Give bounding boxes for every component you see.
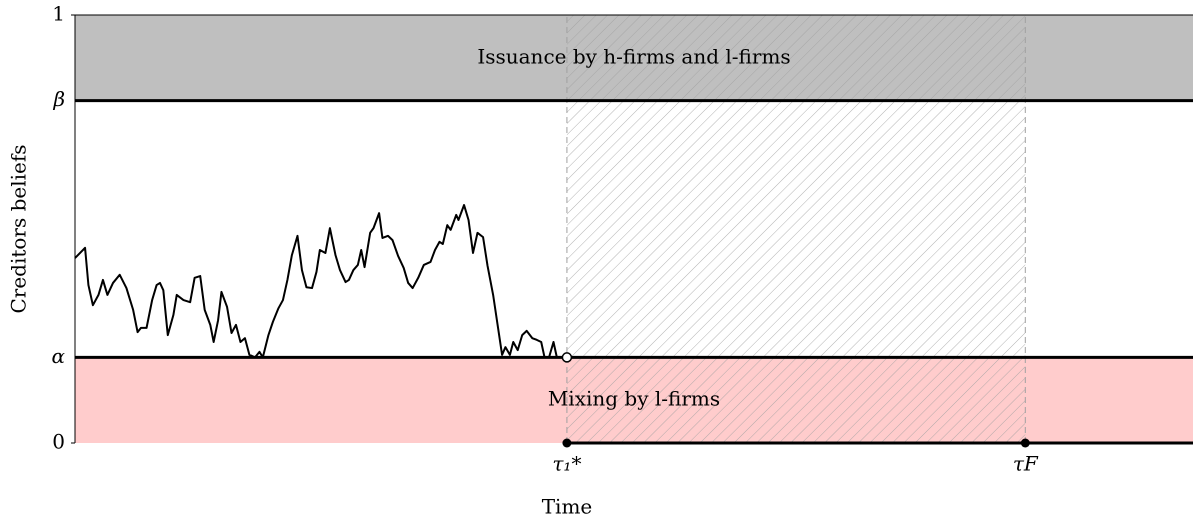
y-tick-label: 0 [52,430,65,454]
belief-path [74,204,567,359]
x-tick-dot [562,438,572,448]
x-tick-label: τF [1013,452,1039,476]
annotation: Mixing by l-firms [548,387,720,411]
x-tick-dot [1020,438,1030,448]
y-tick-label: β [52,87,65,111]
y-tick-label: α [51,344,65,368]
end-marker [561,352,573,363]
y-axis-label: Creditors beliefs [7,144,31,313]
annotation: Issuance by h-firms and l-firms [477,44,790,68]
hatched-region [566,15,1026,443]
y-tick-label: 1 [52,2,65,26]
x-axis-label: Time [542,495,593,519]
x-tick-label: τ₁* [552,452,581,476]
